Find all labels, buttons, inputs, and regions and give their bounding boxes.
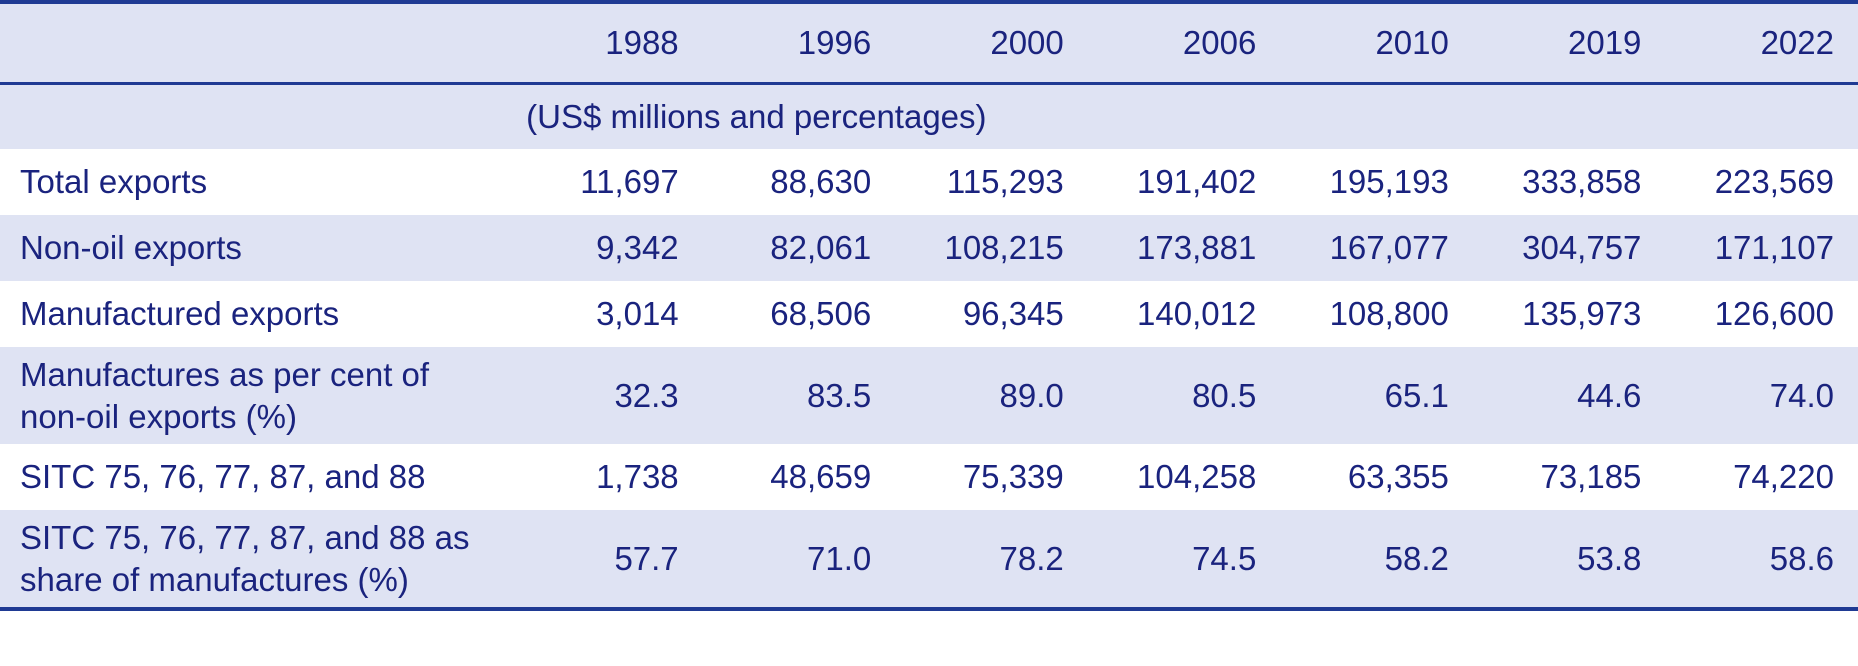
export-statistics-table: 1988 1996 2000 2006 2010 2019 2022 (US$ …: [0, 0, 1858, 611]
table-cell: 88,630: [770, 163, 872, 201]
table-cell: 126,600: [1714, 295, 1834, 333]
table-cell: 53.8: [1472, 510, 1666, 611]
table-cell: 74.0: [1769, 376, 1834, 414]
table-cell: 195,193: [1329, 163, 1449, 201]
table-cell: 58.2: [1280, 510, 1473, 611]
row-label: Total exports: [20, 163, 208, 201]
row-label: Manufactures as per cent of non-oil expo…: [0, 347, 510, 444]
year-header-1988: 1988: [510, 0, 703, 85]
table-cell: 73,185: [1540, 458, 1642, 496]
year-header-2000: 2000: [895, 0, 1088, 85]
row-label-line-2: non-oil exports (%): [20, 397, 297, 435]
table-cell: 44.6: [1577, 376, 1642, 414]
row-label: SITC 75, 76, 77, 87, and 88 as share of …: [0, 510, 511, 611]
table-row-sitc: SITC 75, 76, 77, 87, and 88 1,738 48,659…: [0, 444, 1858, 510]
table-cell: 74,220: [1733, 458, 1834, 496]
year-header-2022: 2022: [1665, 0, 1858, 85]
table-cell: 63,355: [1347, 458, 1449, 496]
row-label: Manufactured exports: [20, 295, 340, 333]
table-cell: 108,800: [1329, 295, 1449, 333]
table-cell: 304,757: [1522, 229, 1642, 267]
unit-note: (US$ millions and percentages): [526, 98, 987, 135]
table-cell: 57.7: [510, 510, 703, 611]
year-header-row: 1988 1996 2000 2006 2010 2019 2022: [0, 0, 1858, 85]
row-label: Non-oil exports: [20, 229, 242, 267]
unit-note-row: (US$ millions and percentages): [0, 83, 1858, 150]
table-cell: 71.0: [702, 510, 896, 611]
table-row-non-oil-exports: Non-oil exports 9,342 82,061 108,215 173…: [0, 215, 1858, 281]
table-cell: 223,569: [1714, 163, 1834, 201]
table-cell: 3,014: [596, 295, 679, 333]
row-label-line-1: SITC 75, 76, 77, 87, and 88 as: [20, 519, 470, 557]
row-label-line-1: Manufactures as per cent of: [20, 356, 430, 394]
table-cell: 58.6: [1665, 510, 1858, 611]
table-cell: 96,345: [962, 295, 1064, 333]
row-label-line-2: share of manufactures (%): [20, 560, 409, 598]
table-row-total-exports: Total exports 11,697 88,630 115,293 191,…: [0, 149, 1858, 215]
table-cell: 173,881: [1137, 229, 1257, 267]
table-cell: 75,339: [962, 458, 1064, 496]
table-cell: 171,107: [1714, 229, 1834, 267]
unit-row-spacer: [0, 84, 510, 150]
table-row-sitc-share-manufactures: SITC 75, 76, 77, 87, and 88 as share of …: [0, 510, 1858, 611]
year-header-2006: 2006: [1087, 0, 1281, 85]
row-label: SITC 75, 76, 77, 87, and 88: [20, 458, 426, 496]
table-row-manufactures-share-non-oil: Manufactures as per cent of non-oil expo…: [0, 347, 1858, 444]
table-cell: 191,402: [1137, 163, 1257, 201]
table-cell: 48,659: [770, 458, 872, 496]
table-cell: 89.0: [999, 376, 1064, 414]
table-cell: 80.5: [1192, 376, 1257, 414]
table-cell: 32.3: [614, 376, 679, 414]
export-statistics-table-container: 1988 1996 2000 2006 2010 2019 2022 (US$ …: [0, 0, 1858, 611]
table-cell: 78.2: [895, 510, 1088, 611]
table-cell: 135,973: [1522, 295, 1642, 333]
table-cell: 1,738: [596, 458, 679, 496]
table-cell: 108,215: [944, 229, 1064, 267]
table-cell: 104,258: [1137, 458, 1257, 496]
table-cell: 11,697: [580, 163, 679, 201]
year-header-2019: 2019: [1472, 0, 1666, 85]
table-cell: 68,506: [770, 295, 872, 333]
table-cell: 83.5: [806, 376, 872, 414]
year-header-1996: 1996: [702, 0, 896, 85]
table-cell: 333,858: [1522, 163, 1642, 201]
row-label-header: [0, 0, 511, 85]
year-header-2010: 2010: [1280, 0, 1473, 85]
table-cell: 65.1: [1384, 376, 1449, 414]
table-cell: 9,342: [596, 229, 679, 267]
table-cell: 167,077: [1329, 229, 1449, 267]
table-cell: 82,061: [770, 229, 872, 267]
table-row-manufactured-exports: Manufactured exports 3,014 68,506 96,345…: [0, 281, 1858, 347]
table-cell: 140,012: [1137, 295, 1257, 333]
table-cell: 115,293: [946, 163, 1064, 201]
table-cell: 74.5: [1087, 510, 1281, 611]
